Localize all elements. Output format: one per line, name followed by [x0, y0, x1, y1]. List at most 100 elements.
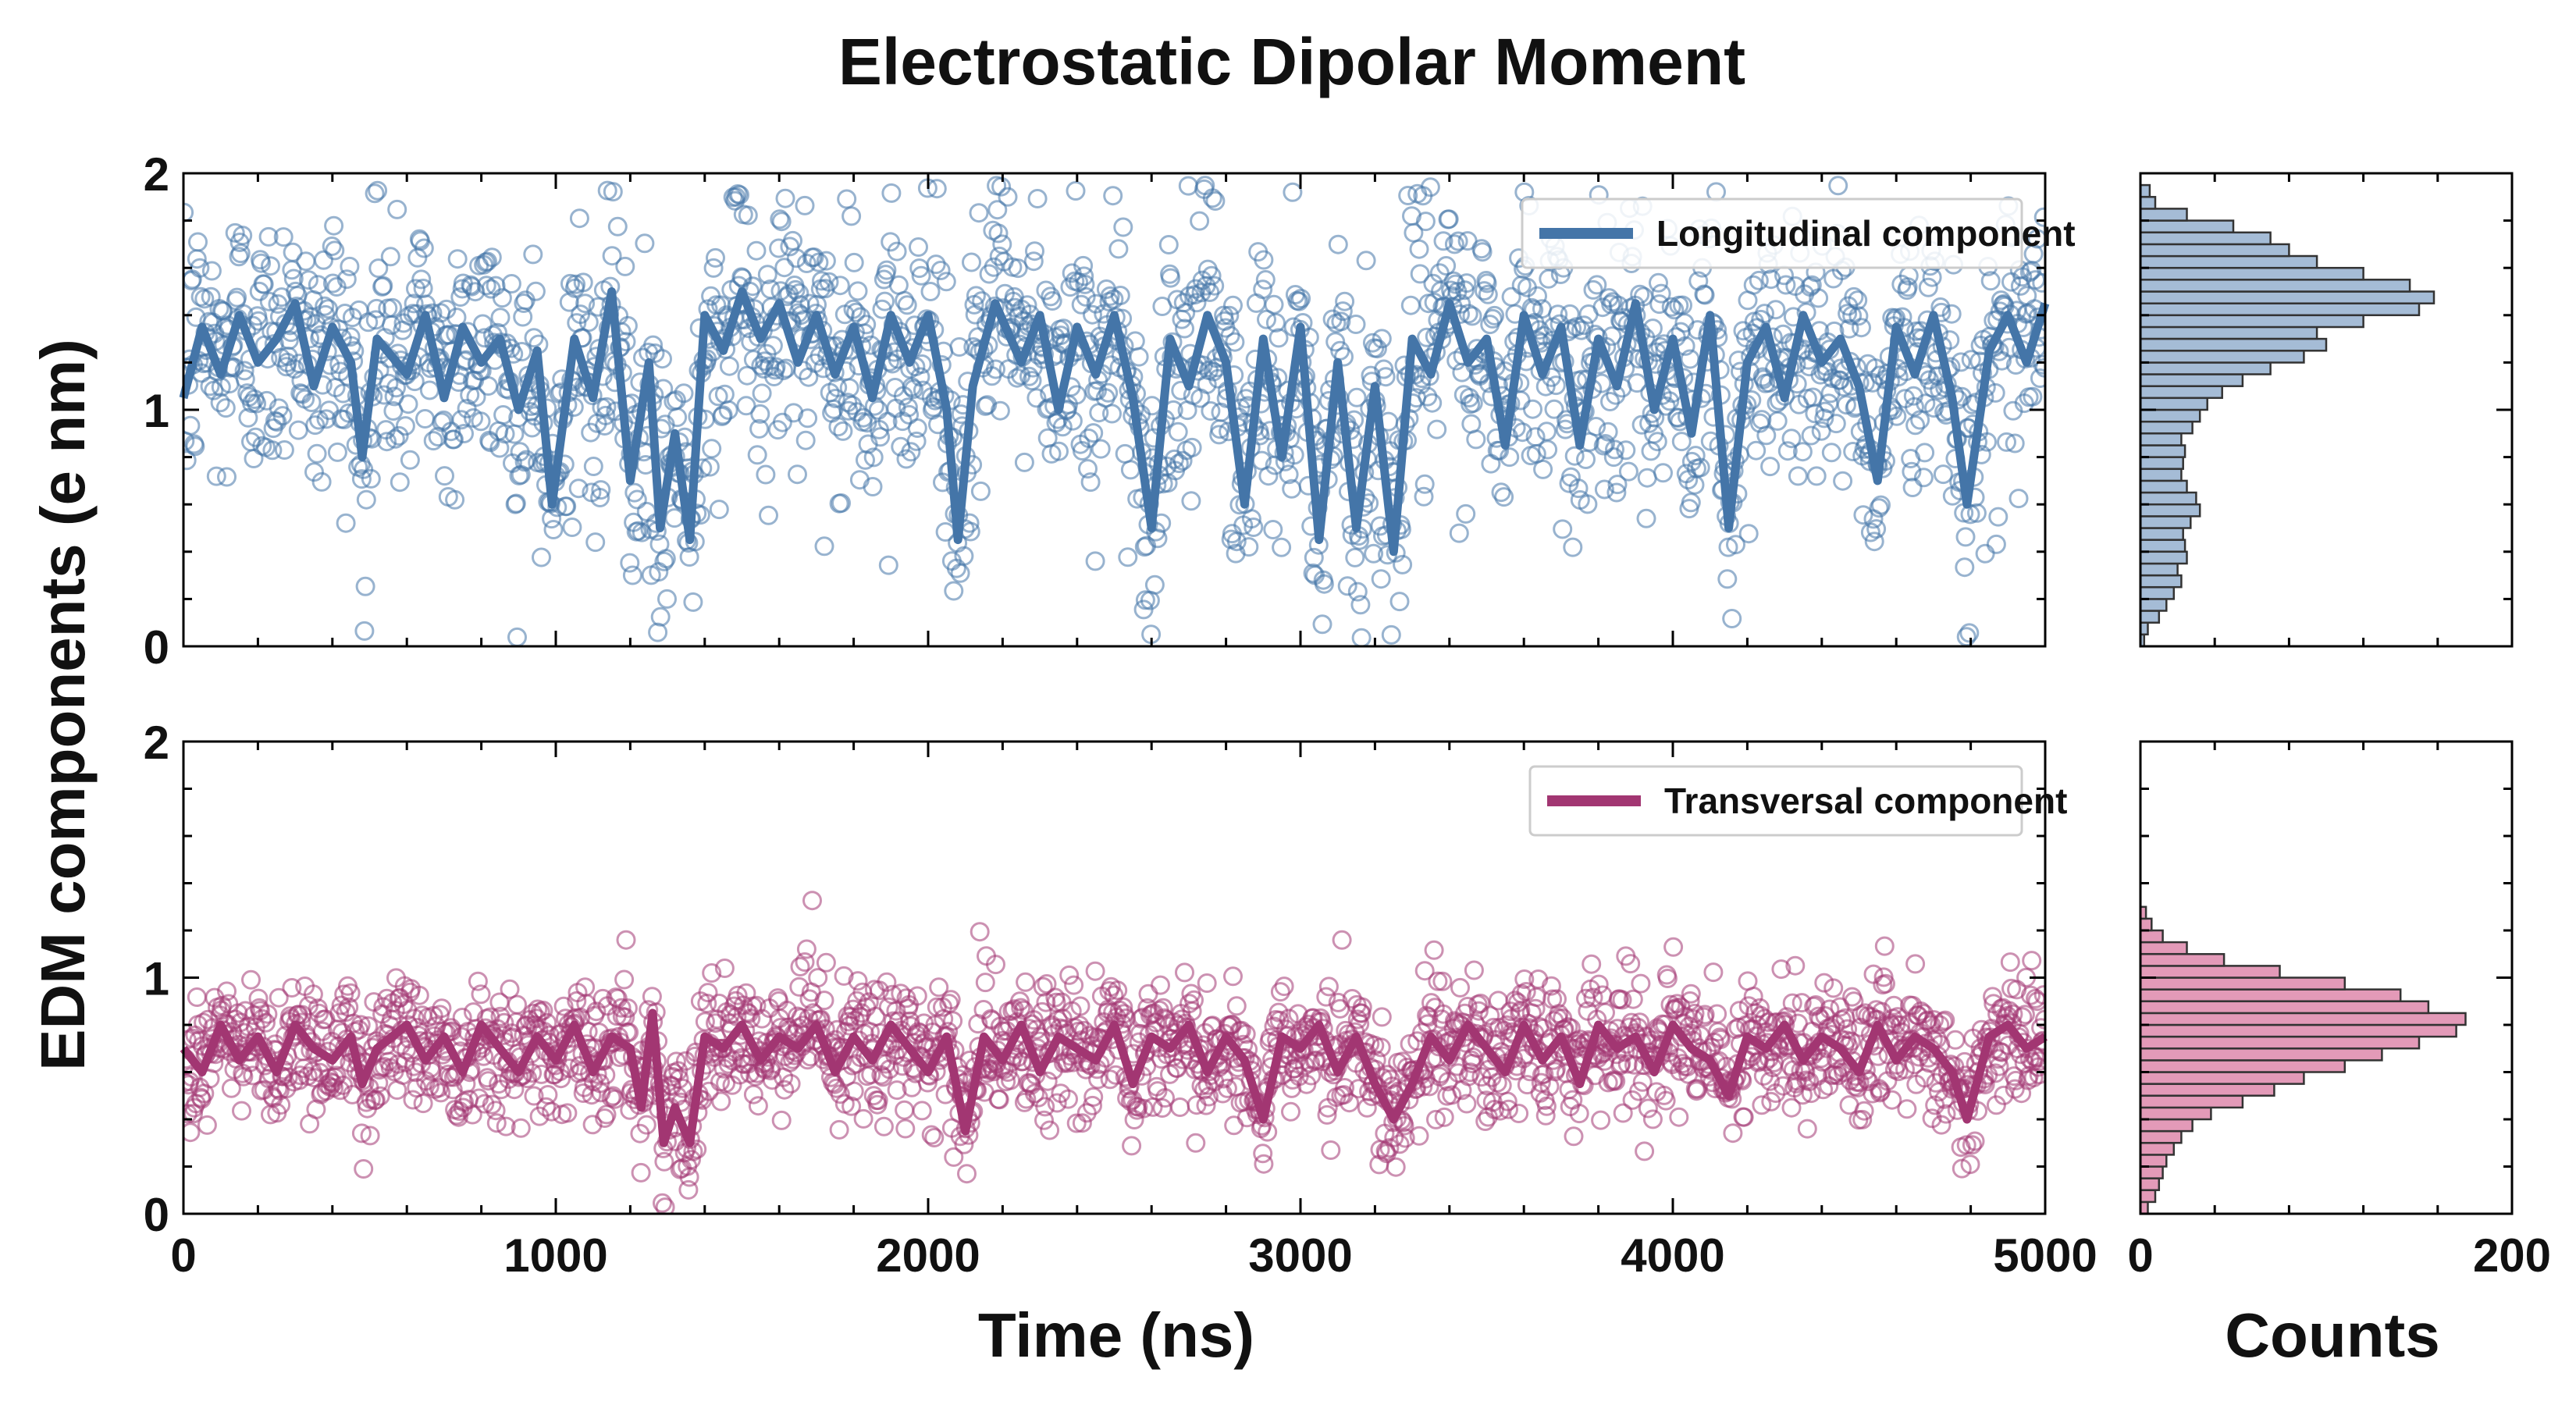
- scatter-point: [1491, 482, 1511, 503]
- scatter-point: [303, 984, 323, 1005]
- scatter-point: [1444, 234, 1464, 254]
- scatter-point: [1468, 1001, 1489, 1021]
- scatter-point: [1379, 1138, 1400, 1158]
- scatter-point: [814, 991, 834, 1011]
- scatter-point: [1144, 574, 1165, 595]
- scatter-point: [486, 1101, 506, 1121]
- scatter-point: [2032, 272, 2045, 293]
- scatter-point: [1036, 280, 1056, 301]
- scatter-point: [543, 520, 564, 539]
- scatter-point: [868, 1090, 888, 1111]
- scatter-point: [1420, 177, 1440, 197]
- scatter-point: [1823, 978, 1844, 998]
- scatter-point: [340, 983, 361, 1003]
- scatter-point: [718, 400, 738, 420]
- x-tick-label: 2000: [876, 1229, 980, 1282]
- scatter-point: [506, 493, 526, 514]
- scatter-point: [1960, 1154, 1980, 1175]
- hist-x-tick-label: 200: [2473, 1229, 2551, 1282]
- scatter-point: [2033, 354, 2045, 375]
- scatter-point: [1223, 966, 1243, 987]
- scatter-point: [650, 606, 671, 627]
- scatter-point: [1083, 1087, 1104, 1107]
- scatter-point: [495, 424, 515, 444]
- scatter-point: [1414, 474, 1435, 494]
- panel-bottom: 0 1 2: [144, 717, 2514, 1241]
- scatter-point: [1546, 375, 1566, 396]
- scatter-point: [870, 427, 891, 447]
- y-tick-label: 1: [144, 385, 169, 437]
- scatter-point: [1268, 1002, 1289, 1023]
- scatter-point: [595, 416, 615, 436]
- scatter-point: [616, 930, 636, 950]
- hist-bar-bottom: [2139, 1012, 2467, 1026]
- scatter-point: [643, 335, 664, 355]
- scatter-point: [1279, 1008, 1299, 1029]
- scatter-point: [1118, 547, 1138, 567]
- scatter-point: [798, 1050, 818, 1070]
- scatter-point: [1509, 1104, 1529, 1123]
- scatter-point: [988, 223, 1009, 244]
- scatter-point: [1204, 276, 1225, 296]
- x-tick-label: 0: [170, 1229, 196, 1282]
- scatter-point: [356, 489, 376, 510]
- scatter-point: [583, 457, 603, 476]
- scatter-point: [1553, 519, 1573, 539]
- scatter-point: [863, 477, 883, 496]
- scatter-point: [1756, 425, 1777, 446]
- hist-bar-bottom: [2139, 976, 2347, 991]
- scatter-point: [897, 295, 917, 315]
- scatter-point: [1797, 1119, 1817, 1139]
- scatter-point: [1205, 191, 1226, 211]
- scatter-point: [1270, 982, 1290, 1002]
- scatter-point: [445, 489, 465, 510]
- scatter-point: [542, 509, 562, 529]
- scatter-point: [763, 336, 783, 356]
- scatter-point: [1616, 440, 1636, 461]
- scatter-point: [1427, 419, 1447, 439]
- scatter-point: [1743, 275, 1763, 295]
- scatter-point: [827, 377, 848, 397]
- scatter-point: [1695, 1005, 1715, 1025]
- scatter-point: [575, 293, 596, 314]
- scatter-point: [221, 1078, 241, 1098]
- scatter-point: [1905, 954, 1926, 974]
- scatter-point: [1345, 547, 1365, 567]
- scatter-point: [1332, 930, 1352, 950]
- scatter-point: [795, 430, 816, 450]
- scatter-point: [259, 291, 279, 311]
- scatter-point: [315, 296, 335, 316]
- scatter-point: [215, 398, 236, 418]
- scatter-point: [1019, 366, 1039, 386]
- scatter-point: [1933, 464, 1953, 485]
- scatter-point: [856, 315, 877, 335]
- scatter-point: [1752, 1095, 1772, 1115]
- scatter-point: [1941, 304, 1962, 324]
- scatter-point: [301, 393, 322, 412]
- scatter-point: [406, 279, 425, 299]
- scatter-point: [957, 1164, 977, 1184]
- scatter-point: [1785, 955, 1806, 976]
- hist-bar-bottom: [2139, 1023, 2457, 1038]
- scatter-point: [2028, 1057, 2045, 1077]
- scatter-point: [1703, 962, 1724, 983]
- scatter-point: [970, 922, 990, 942]
- scatter-point: [1475, 1112, 1496, 1131]
- scatter-point: [713, 405, 733, 425]
- scatter-point: [1811, 421, 1831, 441]
- scatter-point: [368, 180, 388, 201]
- scatter-point: [1372, 1007, 1392, 1027]
- scatter-point: [258, 226, 279, 247]
- scatter-point: [435, 466, 454, 486]
- scatter-point: [1961, 350, 1981, 370]
- scatter-point: [1080, 472, 1101, 493]
- scatter-point: [1079, 429, 1099, 448]
- scatter-point: [382, 297, 403, 318]
- y-tick-label: 2: [144, 148, 169, 201]
- scatter-point: [1812, 1051, 1832, 1072]
- scatter-point: [183, 450, 197, 471]
- scatter-point: [1478, 284, 1498, 304]
- scatter-point: [267, 412, 287, 432]
- scatter-point: [1854, 1101, 1874, 1121]
- scatter-point: [1059, 1089, 1078, 1109]
